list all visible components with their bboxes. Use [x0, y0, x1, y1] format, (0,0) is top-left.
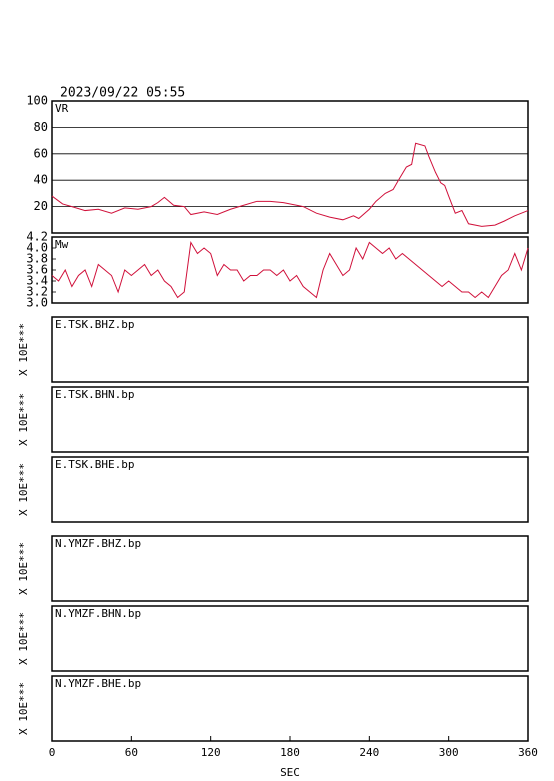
x-tick-label: 60	[125, 746, 138, 759]
panel-frame	[51, 605, 529, 672]
y-tick-label: 20	[34, 199, 48, 213]
panel-label: VR	[55, 102, 69, 115]
y-axis-label: X 10E***	[17, 682, 30, 735]
y-axis-label: X 10E***	[17, 612, 30, 665]
y-tick-label: 60	[34, 146, 48, 160]
panel-label: N.YMZF.BHZ.bp	[55, 537, 141, 550]
panel-frame	[51, 456, 529, 523]
y-tick-label: 3.4	[26, 274, 48, 288]
y-axis-label: X 10E***	[17, 323, 30, 376]
y-tick-label: 100	[26, 94, 48, 108]
y-axis-label: X 10E***	[17, 463, 30, 516]
x-tick-label: 120	[201, 746, 221, 759]
y-axis-label: X 10E***	[17, 542, 30, 595]
panel-label: E.TSK.BHZ.bp	[55, 318, 134, 331]
y-tick-label: 3.2	[26, 285, 48, 299]
data-line	[51, 142, 529, 227]
y-tick-label: 4.0	[26, 241, 48, 255]
x-tick-label: 360	[518, 746, 538, 759]
y-tick-label: 3.6	[26, 263, 48, 277]
y-tick-label: 80	[34, 120, 48, 134]
x-axis-label: SEC	[280, 766, 300, 779]
panel-label: Mw	[55, 238, 69, 251]
panel-label: E.TSK.BHN.bp	[55, 388, 134, 401]
chart-title: 2023/09/22 05:55	[60, 86, 185, 101]
y-tick-label: 4.2	[26, 230, 48, 244]
panel-label: N.YMZF.BHE.bp	[55, 677, 141, 690]
x-tick-label: 0	[49, 746, 56, 759]
y-tick-label: 3.0	[26, 296, 48, 310]
y-axis-label: X 10E***	[17, 393, 30, 446]
panel-frame	[51, 236, 529, 304]
x-tick-label: 300	[439, 746, 459, 759]
x-tick-label: 180	[280, 746, 300, 759]
panel-frame	[51, 535, 529, 602]
panel-label: E.TSK.BHE.bp	[55, 458, 134, 471]
panel-label: N.YMZF.BHN.bp	[55, 607, 141, 620]
panel-frame	[51, 386, 529, 453]
x-tick-label: 240	[359, 746, 379, 759]
y-tick-label: 3.8	[26, 252, 48, 266]
data-line	[51, 241, 529, 299]
y-tick-label: 40	[34, 173, 48, 187]
panel-frame	[51, 316, 529, 383]
